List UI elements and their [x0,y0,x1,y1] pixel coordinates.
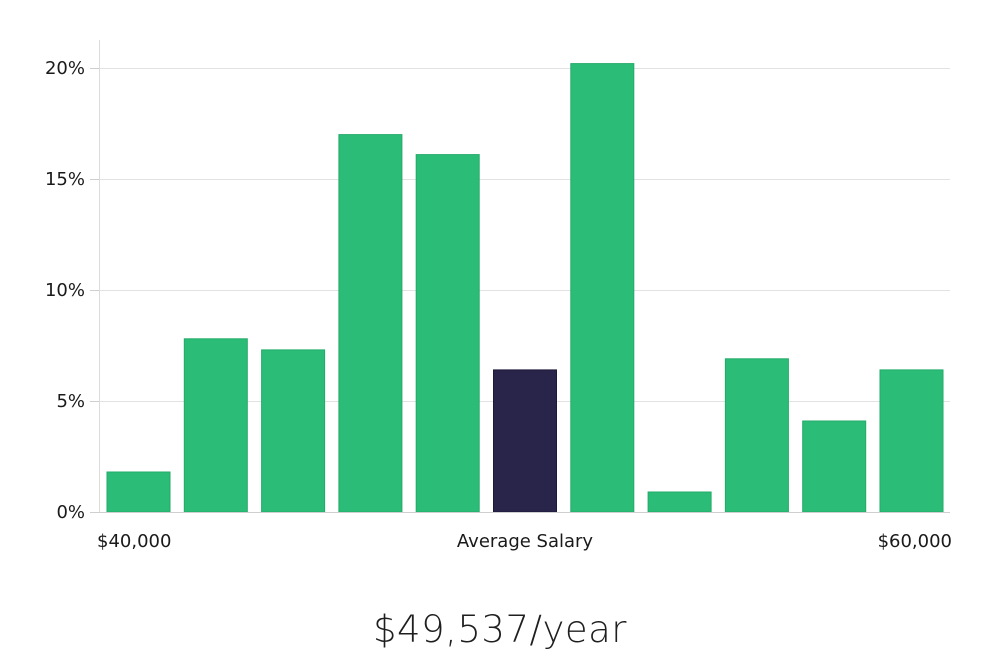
bar [183,338,248,513]
y-tick-label: 15% [45,169,85,190]
bar [415,154,480,513]
bar [570,63,635,513]
bar [879,369,944,513]
salary-distribution-chart: 0% 5% 10% 15% 20% $40,000 Average Salary $60… [45,40,952,552]
y-tick-label: 10% [45,280,85,301]
bars [106,63,944,513]
x-label-min: $40,000 [97,531,171,552]
bar [261,349,326,513]
y-tick-label: 20% [45,58,85,79]
y-tick-labels: 0% 5% 10% 15% 20% [45,58,99,523]
bar [338,134,403,513]
x-label-max: $60,000 [878,531,952,552]
bar [724,358,789,513]
bar [647,491,712,513]
bar [106,471,171,513]
x-label-center: Average Salary [457,531,594,552]
bar-highlighted [493,369,557,513]
y-tick-label: 0% [56,502,85,523]
bar [802,420,867,513]
average-salary-value: $49,537/year [372,608,627,651]
y-tick-label: 5% [56,391,85,412]
